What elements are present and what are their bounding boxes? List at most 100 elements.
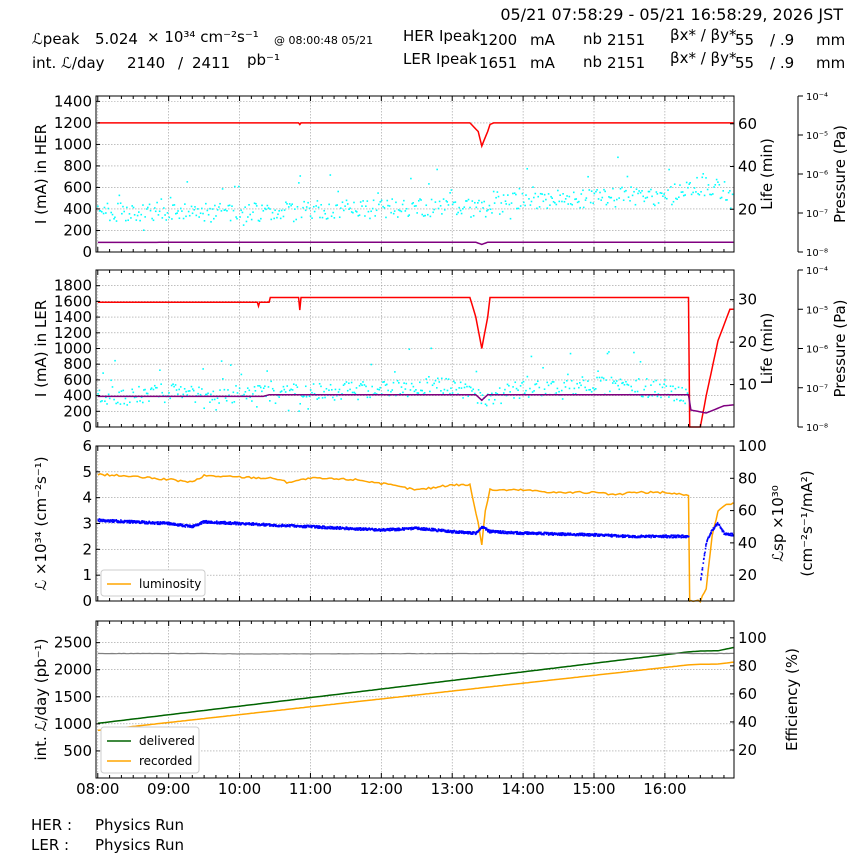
her-series-lifetime-point: [489, 208, 492, 211]
her-series-lifetime-point: [429, 215, 432, 218]
ler-series-lifetime-point: [480, 402, 483, 405]
lumi-series-specific-luminosity: [97, 518, 690, 539]
her-series-lifetime-point: [160, 198, 163, 200]
lumi-series-specific-luminosity-point: [426, 528, 429, 530]
ler-series-lifetime-point: [104, 400, 106, 403]
ler-series-lifetime-point: [205, 393, 207, 396]
her-series-lifetime-point: [676, 198, 678, 200]
ler-series-lifetime-point: [445, 377, 447, 380]
her-series-lifetime-point: [341, 201, 344, 204]
lumi-series-specific-luminosity-point: [636, 536, 639, 539]
her-series-lifetime-point: [638, 190, 640, 192]
her-series-lifetime-point: [121, 212, 123, 215]
ler-series-lifetime-point: [229, 364, 232, 366]
ler-series-lifetime-point: [574, 393, 577, 395]
ler-series-lifetime-point: [404, 388, 407, 390]
intl-series-delivered: [97, 646, 734, 725]
lumi-series-specific-luminosity-point: [450, 530, 453, 533]
lumi-series-specific-luminosity-point: [192, 525, 195, 528]
ler-series-lifetime-point: [394, 371, 396, 373]
her-series-lifetime-point: [471, 200, 474, 202]
lumi-series-specific-luminosity-point: [523, 531, 526, 533]
ler-series-lifetime-point: [430, 347, 433, 350]
her-series-lifetime-point: [232, 209, 235, 212]
ler-series-lifetime-point: [535, 383, 538, 385]
ler-series-lifetime-point: [107, 393, 110, 396]
lumi-series-specific-luminosity-point: [242, 522, 245, 525]
her-series-lifetime-point: [427, 213, 429, 216]
ler-series-lifetime-point: [245, 397, 248, 400]
lumi-series-specific-luminosity-point: [603, 535, 606, 537]
her-series-lifetime-point: [523, 201, 525, 204]
lumi-series-specific-luminosity-point: [472, 532, 474, 535]
lumi-series-specific-luminosity-point: [555, 533, 557, 535]
her-series-lifetime-point: [203, 220, 206, 222]
lumi-series-specific-luminosity-point: [222, 520, 225, 523]
her-series-lifetime-point: [258, 220, 261, 222]
ler-series-lifetime-point: [513, 397, 515, 399]
her-series-lifetime-point: [107, 207, 110, 210]
ler-series-lifetime-point: [312, 383, 315, 385]
lumi-series-specific-luminosity-point: [382, 529, 385, 532]
lumi-series-specific-luminosity-point: [390, 527, 392, 530]
her-series-lifetime-point: [554, 201, 556, 204]
her-series-lifetime-point: [404, 210, 407, 212]
lumi-series-specific-luminosity-point: [441, 528, 443, 531]
lumi-series-specific-luminosity-point: [264, 523, 267, 525]
lumi-series-specific-luminosity-point: [284, 524, 287, 527]
ler-series-lifetime-point: [177, 393, 179, 395]
ler-series-lifetime-point: [460, 387, 463, 389]
ler-series-lifetime-point: [451, 392, 454, 394]
her-series-lifetime-point: [419, 198, 421, 200]
her-series-lifetime-point: [656, 193, 659, 195]
ler-series-lifetime-point: [199, 393, 202, 396]
ler-series-lifetime-point: [597, 370, 599, 373]
her-series-lifetime-point: [325, 218, 328, 220]
lpeak-time: @ 08:00:48 05/21: [274, 34, 374, 47]
ler-series-lifetime-point: [102, 372, 104, 374]
lumi-series-specific-luminosity-point: [433, 529, 435, 532]
lumi-series-specific-luminosity-point: [666, 535, 669, 537]
her-series-lifetime-point: [698, 193, 701, 196]
her-series-lifetime-point: [126, 206, 128, 209]
her-series-lifetime-point: [97, 205, 99, 208]
lumi-series-specific-luminosity-point: [239, 522, 241, 525]
her-series-lifetime-point: [333, 217, 336, 219]
her-series-lifetime-point: [119, 202, 122, 204]
lumi-series-specific-luminosity-point: [559, 533, 562, 536]
her-series-lifetime-point: [221, 188, 224, 190]
ler-series-lifetime-point: [508, 384, 510, 387]
her-series-lifetime-point: [648, 190, 651, 193]
ler-peak-current: 1651: [479, 54, 518, 72]
her-series-lifetime-point: [609, 196, 612, 199]
ler-series-lifetime-point: [434, 379, 437, 382]
lumi-series-specific-luminosity-point: [448, 531, 451, 534]
lumi-series-specific-luminosity-late-point: [706, 540, 708, 543]
her-series-lifetime-point: [538, 206, 541, 208]
lumi-series-specific-luminosity-point: [665, 534, 667, 536]
ler-series-lifetime-point: [429, 390, 431, 393]
her-series-lifetime-point: [665, 197, 668, 200]
lumi-series-specific-luminosity-point: [640, 534, 643, 537]
lumi-series-specific-luminosity-point: [480, 527, 483, 529]
her-series-lifetime-point: [332, 211, 334, 214]
lumi-series-specific-luminosity-point: [339, 526, 342, 529]
lumi-ytick-label: 2: [82, 540, 92, 558]
her-series-lifetime-point: [278, 210, 280, 212]
her-ytick-right-label: 20: [738, 200, 757, 218]
lpeak-label: ℒpeak: [32, 30, 80, 48]
lumi-series-specific-luminosity-point: [250, 522, 252, 525]
her-series-lifetime-point: [508, 203, 511, 206]
lumi-series-specific-luminosity-point: [164, 522, 167, 525]
lumi-series-luminosity: [97, 472, 734, 603]
lumi-series-specific-luminosity-point: [357, 529, 359, 531]
lumi-series-specific-luminosity-point: [416, 527, 418, 530]
her-beta-y: / .9: [770, 31, 795, 49]
intl-xtick-label: 13:00: [431, 780, 474, 798]
her-series-lifetime-point: [655, 191, 658, 193]
ler-series-lifetime-point: [215, 409, 217, 411]
her-series-lifetime-point: [148, 203, 151, 206]
lumi-series-specific-luminosity-point: [481, 525, 484, 528]
lumi-series-specific-luminosity-point: [682, 535, 685, 537]
ler-series-lifetime-point: [117, 401, 119, 404]
